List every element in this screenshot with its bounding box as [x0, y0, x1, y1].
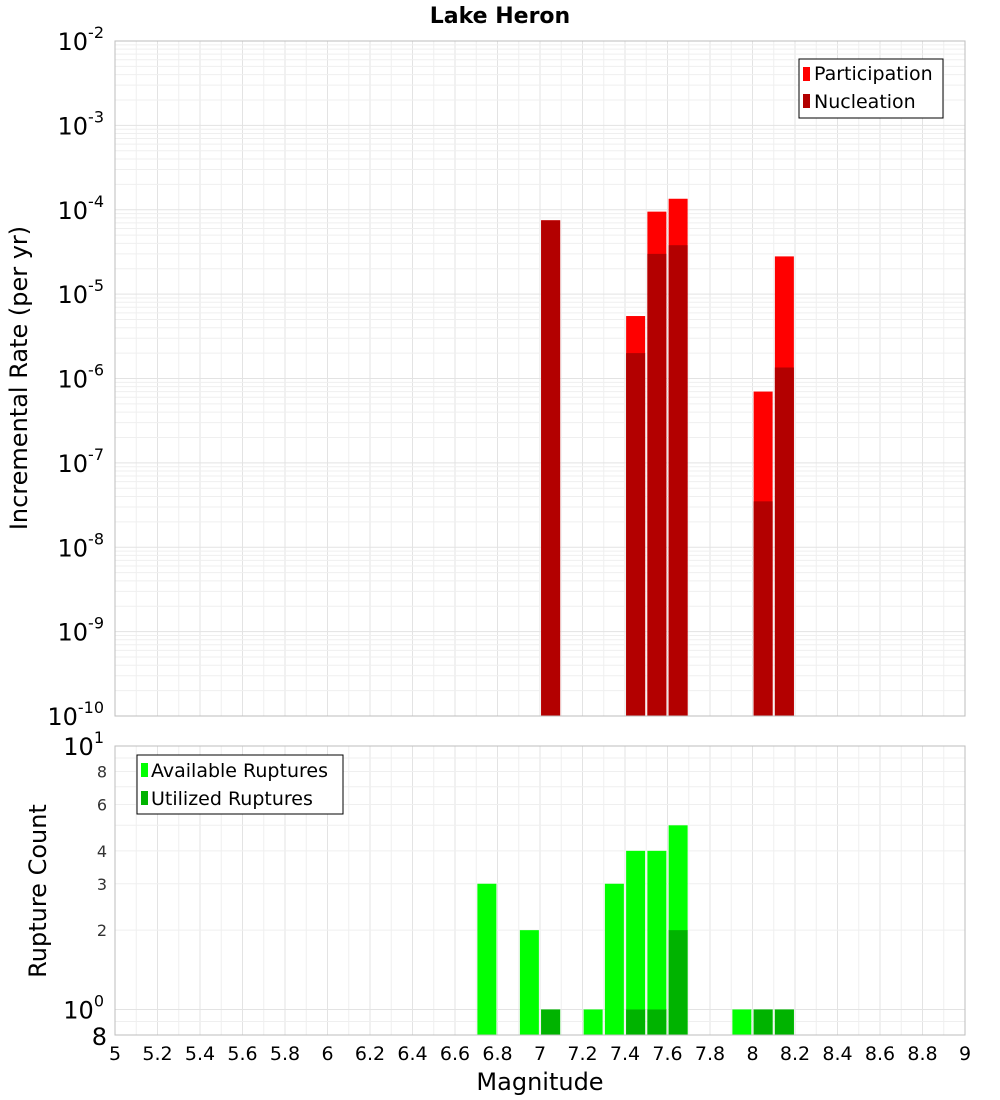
bottom-plot-frame [114, 745, 966, 1036]
bar-nucleation [647, 253, 667, 716]
bar-utilized-ruptures [647, 1009, 667, 1035]
bar-utilized-ruptures [774, 1009, 794, 1035]
bar-available-ruptures [477, 883, 497, 1035]
x-axis-label: Magnitude [476, 1068, 603, 1096]
bar-nucleation [668, 245, 688, 717]
top-y-tick-label: 10-2 [58, 23, 105, 56]
top-y-axis-label: Incremental Rate (per yr) [5, 226, 33, 530]
x-tick-label: 7 [534, 1043, 546, 1065]
x-tick-label: 7.4 [610, 1043, 640, 1065]
bar-available-ruptures [647, 850, 667, 1035]
bar-available-ruptures [583, 1009, 603, 1035]
top-y-tick-label: 10-9 [58, 614, 105, 647]
bar-available-ruptures [604, 883, 624, 1035]
bar-utilized-ruptures [541, 1009, 561, 1035]
top-legend-box [798, 58, 944, 119]
x-tick-label: 8.4 [822, 1043, 852, 1065]
x-tick-label: 8.2 [780, 1043, 810, 1065]
bottom-y-axis-label: Rupture Count [24, 804, 52, 978]
bottom-y-tick-label: 100 [63, 991, 104, 1024]
legend-label-utilized-ruptures: Utilized Ruptures [151, 788, 313, 810]
x-tick-label: 5.6 [227, 1043, 257, 1065]
bottom-y-minor-tick-label: 4 [97, 842, 107, 861]
bar-nucleation [541, 220, 561, 717]
x-tick-label: 5.4 [185, 1043, 215, 1065]
x-axis-ticks: 5 5.2 5.4 5.6 5.8 6 6.2 6.4 6.6 6.8 7 7.2 7.4 7.6 7.8 8… [109, 1043, 971, 1065]
bar-utilized-ruptures [668, 930, 688, 1035]
bar-utilized-ruptures [626, 1009, 646, 1035]
x-tick-label: 8.6 [865, 1043, 895, 1065]
top-y-tick-label: 10-8 [58, 529, 105, 562]
bar-nucleation [626, 353, 646, 716]
x-tick-label: 6.8 [482, 1043, 512, 1065]
bottom-y-tick-label: 8 [92, 1023, 107, 1051]
x-tick-label: 6.6 [440, 1043, 470, 1065]
bottom-y-minor-tick-label: 3 [97, 875, 107, 894]
x-tick-label: 6.2 [355, 1043, 385, 1065]
bottom-plot-bars [477, 825, 794, 1035]
top-plot-bars [541, 198, 794, 717]
top-plot-frame [114, 40, 966, 717]
bottom-y-minor-tick-label: 2 [97, 921, 107, 940]
x-tick-label: 5.8 [270, 1043, 300, 1065]
legend-label-nucleation: Nucleation [814, 91, 916, 113]
bar-available-ruptures [626, 850, 646, 1035]
bar-nucleation [753, 501, 773, 716]
top-plot-y-ticks: 10-2 10-3 10-4 10-5 10-6 10-7 10-8 10-9 10-10 [47, 23, 104, 731]
x-tick-label: 7.2 [567, 1043, 597, 1065]
legend-swatch-participation [803, 67, 810, 81]
bottom-y-tick-label: 101 [63, 728, 104, 761]
legend-swatch-utilized-ruptures [141, 791, 148, 805]
top-y-tick-label: 10-6 [58, 361, 105, 394]
x-tick-label: 7.8 [695, 1043, 725, 1065]
top-plot-grid [114, 41, 966, 717]
chart-title: Lake Heron [430, 4, 570, 29]
legend-label-available-ruptures: Available Ruptures [151, 760, 328, 782]
top-y-tick-label: 10-10 [47, 698, 104, 731]
x-tick-label: 5 [109, 1043, 121, 1065]
x-tick-label: 8 [746, 1043, 758, 1065]
top-y-tick-label: 10-4 [58, 192, 105, 225]
x-tick-label: 9 [959, 1043, 971, 1065]
bottom-y-minor-tick-label: 6 [97, 795, 107, 814]
x-tick-label: 6 [321, 1043, 333, 1065]
bottom-legend-box [136, 754, 344, 815]
x-tick-label: 8.8 [907, 1043, 937, 1065]
top-legend: Participation Nucleation [798, 58, 944, 119]
bar-available-ruptures [732, 1009, 752, 1035]
legend-swatch-available-ruptures [141, 763, 148, 777]
bar-utilized-ruptures [753, 1009, 773, 1035]
top-y-tick-label: 10-7 [58, 445, 105, 478]
bar-nucleation [774, 367, 794, 716]
x-tick-label: 6.4 [397, 1043, 427, 1065]
bottom-y-minor-tick-label: 8 [97, 763, 107, 782]
legend-swatch-nucleation [803, 94, 810, 108]
legend-label-participation: Participation [814, 63, 933, 85]
top-y-tick-label: 10-5 [58, 276, 105, 309]
bottom-legend: Available Ruptures Utilized Ruptures [136, 754, 344, 815]
top-y-tick-label: 10-3 [58, 107, 105, 140]
x-tick-label: 5.2 [142, 1043, 172, 1065]
bar-available-ruptures [519, 930, 539, 1035]
x-tick-label: 7.6 [652, 1043, 682, 1065]
